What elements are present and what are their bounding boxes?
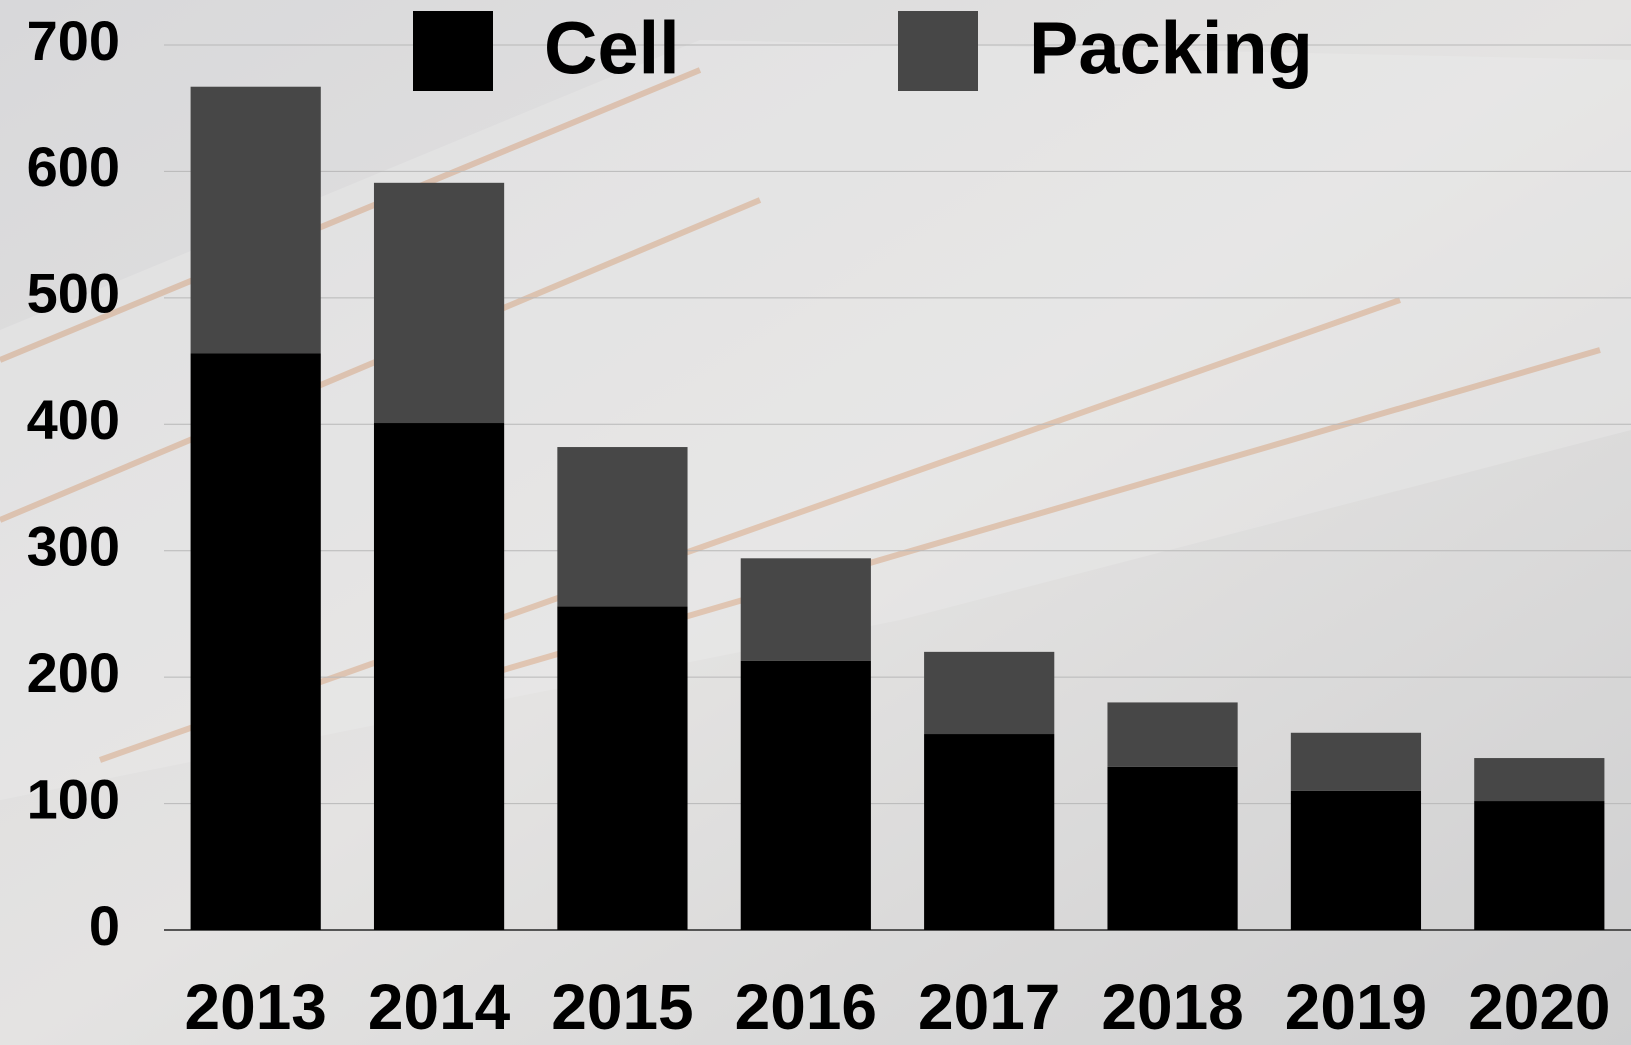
- legend-swatch: [413, 11, 493, 91]
- bar-segment: [557, 447, 687, 606]
- bar-segment: [741, 661, 871, 930]
- y-tick-label: 500: [27, 262, 120, 325]
- bar-segment: [924, 652, 1054, 734]
- x-tick-label: 2016: [735, 971, 877, 1043]
- y-tick-label: 300: [27, 515, 120, 578]
- x-tick-label: 2014: [368, 971, 511, 1043]
- y-tick-label: 200: [27, 641, 120, 704]
- legend-label: Cell: [544, 7, 680, 90]
- bar-segment: [924, 734, 1054, 930]
- x-tick-label: 2017: [918, 971, 1060, 1043]
- x-tick-label: 2018: [1101, 971, 1243, 1043]
- y-tick-label: 700: [27, 9, 120, 72]
- bar-segment: [191, 353, 321, 930]
- y-tick-label: 400: [27, 388, 120, 451]
- bar-segment: [191, 87, 321, 354]
- bar-segment: [374, 423, 504, 930]
- x-tick-label: 2015: [551, 971, 693, 1043]
- bar-segment: [557, 606, 687, 930]
- bar-segment: [1107, 702, 1237, 766]
- bar-segment: [374, 183, 504, 423]
- bar-segment: [1474, 758, 1604, 801]
- y-tick-label: 100: [27, 767, 120, 830]
- y-tick-label: 0: [89, 894, 120, 957]
- chart: 0 100 200 300 400 500 600 700 2013 2014 2015 2016 20…: [0, 0, 1631, 1045]
- legend-label: Packing: [1029, 7, 1313, 90]
- bar-segment: [1107, 767, 1237, 930]
- y-tick-label: 600: [27, 135, 120, 198]
- bar-segment: [1291, 733, 1421, 791]
- x-tick-label: 2019: [1285, 971, 1427, 1043]
- x-tick-label: 2013: [185, 971, 327, 1043]
- bar-segment: [1474, 801, 1604, 930]
- legend-swatch: [898, 11, 978, 91]
- x-tick-label: 2020: [1468, 971, 1610, 1043]
- bar-segment: [1291, 791, 1421, 930]
- bar-segment: [741, 558, 871, 660]
